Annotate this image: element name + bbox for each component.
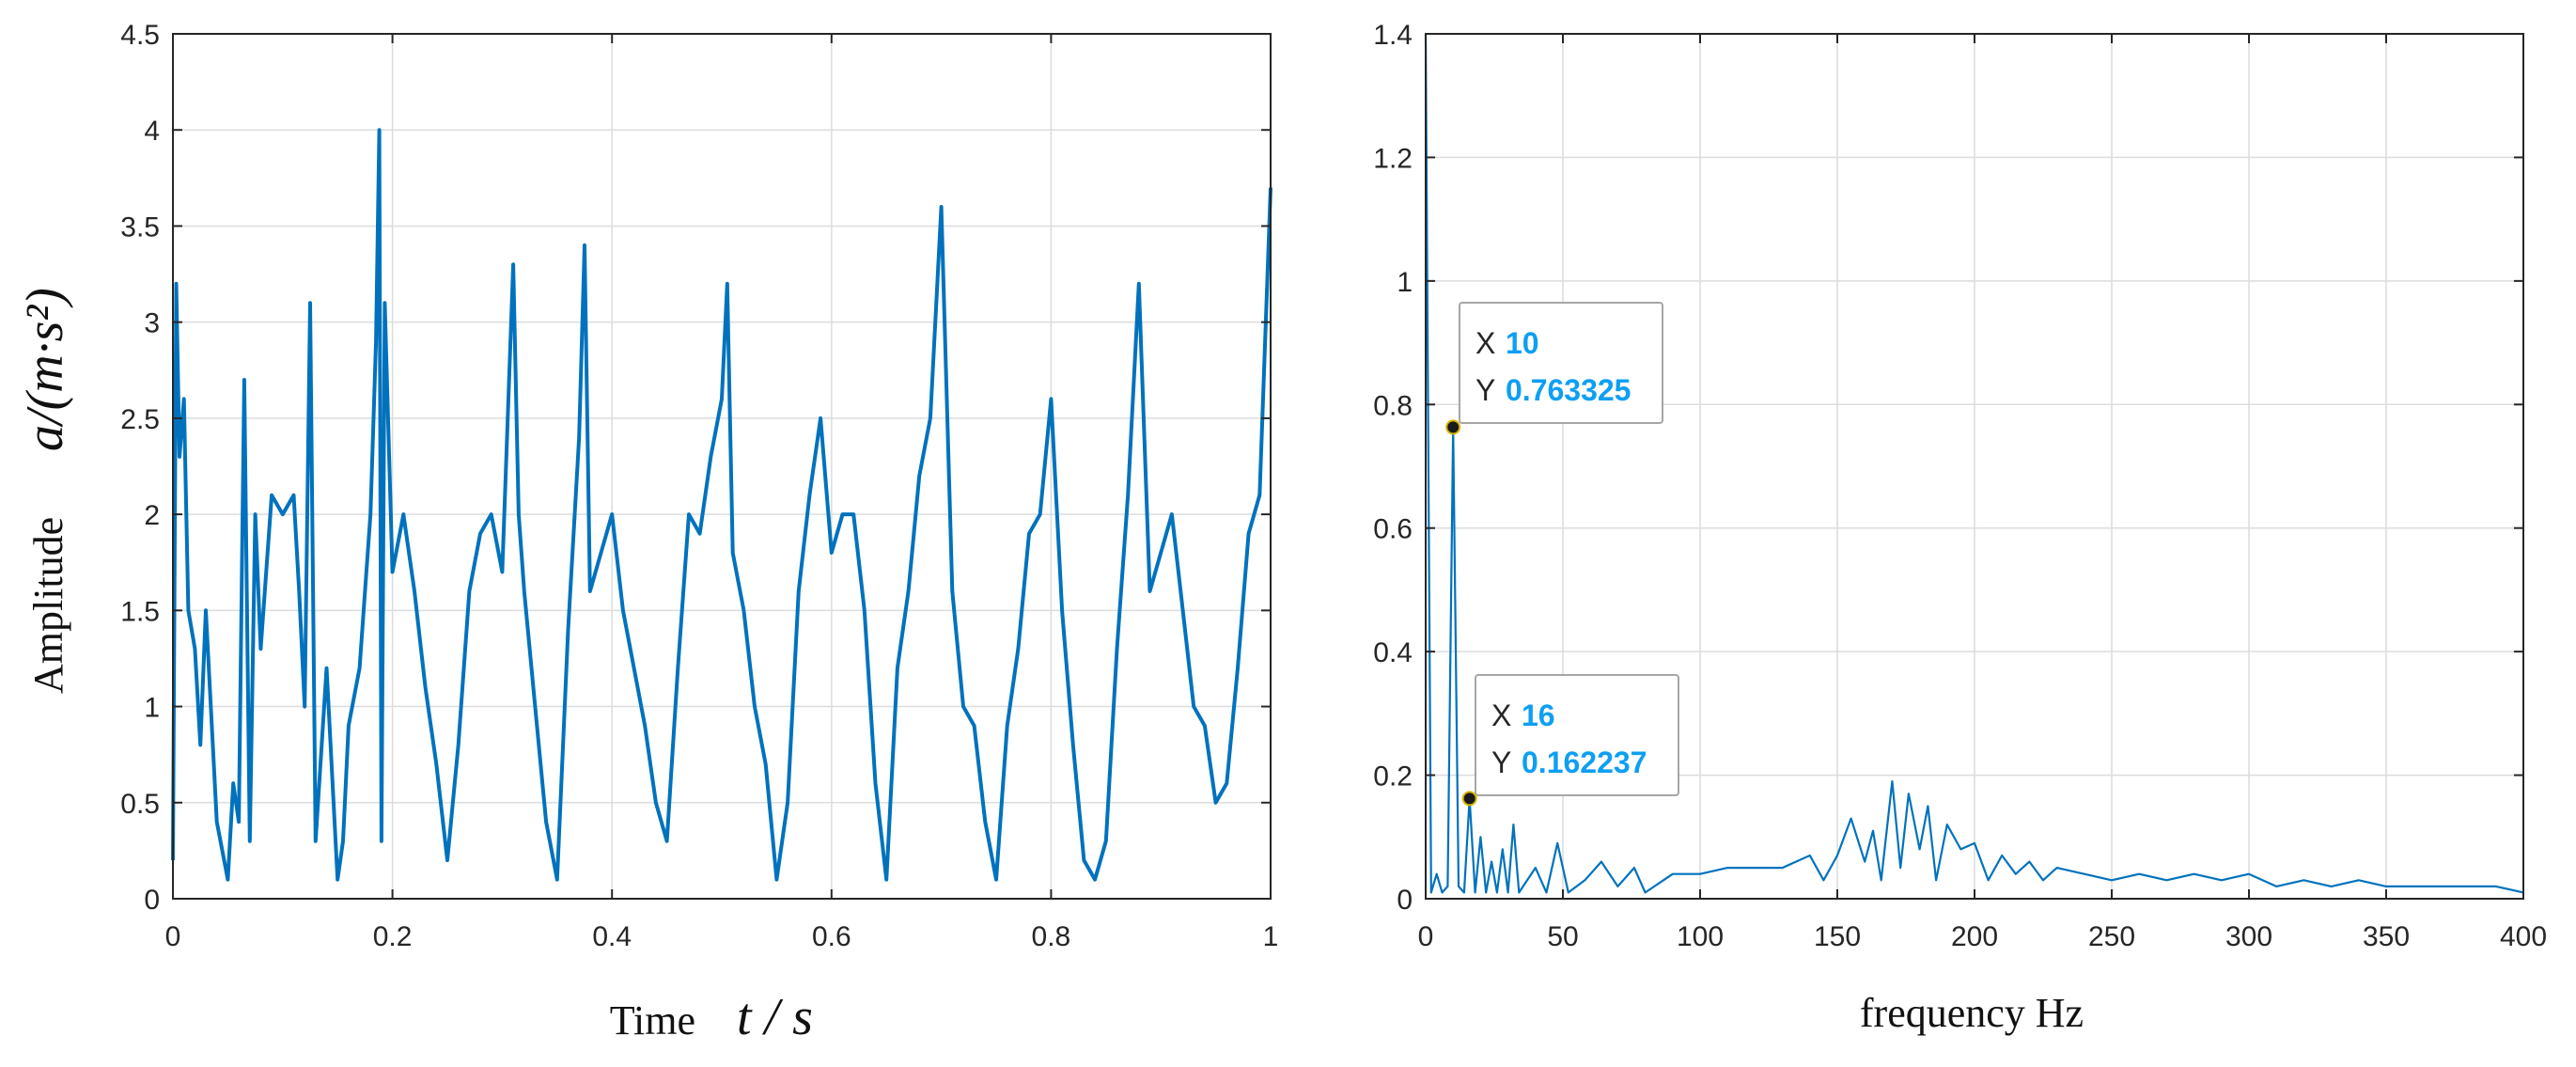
datatip-box [1475,674,1679,796]
time-chart-axes-box [172,33,1272,900]
datatip-y-value: 0.162237 [1522,745,1647,779]
y-tick-label: 1.2 [1373,143,1413,174]
y-tick-label: 3.5 [120,212,160,243]
x-tick-label: 0.2 [373,921,413,952]
x-tick-label: 250 [2088,921,2135,952]
x-tick-label: 400 [2500,921,2547,952]
x-tick-label: 0 [1418,921,1434,952]
y-tick-label: 0.4 [1373,637,1413,668]
datatip-peak-10hz[interactable]: X 10 Y 0.763325 [1445,302,1663,435]
x-tick-label: 200 [1951,921,1998,952]
spectrum-line [1424,33,2524,894]
y-tick-label: 2 [144,500,160,531]
x-tick-label: 0.6 [812,921,851,952]
y-tick-label: 0 [144,885,160,916]
datatip-marker [1445,419,1461,435]
datatip-peak-16hz[interactable]: X 16 Y 0.162237 [1461,674,1679,807]
time-axis-math-label: t / s [737,988,813,1046]
time-axis-label: Time [610,997,695,1043]
datatip-x-key: X [1491,698,1511,732]
x-tick-label: 50 [1547,921,1578,952]
y-tick-label: 4.5 [120,20,160,51]
x-tick-label: 0.8 [1032,921,1071,952]
x-tick-label: 300 [2225,921,2272,952]
y-tick-label: 1.4 [1373,20,1413,51]
time-domain-chart: 0 0.2 0.4 0.6 0.8 1 0 0.5 1 1.5 2 2.5 3 3.5 4 4.5 Time… [16,20,1278,1046]
y-tick-label: 1 [1397,267,1413,298]
datatip-x-value: 10 [1506,326,1539,360]
time-signal-line [171,128,1272,882]
y-tick-label: 0.2 [1373,761,1413,792]
y-tick-label: 0 [1397,885,1413,916]
amplitude-axis-label-group: Amplitude [25,517,71,694]
y-tick-label: 0.8 [1373,390,1413,421]
frequency-spectrum-chart: 0 50 100 150 200 250 300 350 400 0 0.2 0.4 0.6 0.8 1 1… [1373,20,2547,1036]
datatip-box [1459,302,1663,424]
y-tick-label: 0.5 [120,789,160,820]
time-chart-x-ticks: 0 0.2 0.4 0.6 0.8 1 [165,34,1279,952]
datatip-x-key: X [1475,326,1495,360]
datatip-y-key: Y [1491,745,1511,779]
x-tick-label: 0 [165,921,181,952]
x-tick-label: 1 [1263,921,1279,952]
spectrum-chart-y-ticks: 0 0.2 0.4 0.6 0.8 1 1.2 1.4 [1373,20,2523,916]
amplitude-axis-label: Amplitude [25,517,71,694]
x-tick-label: 100 [1677,921,1724,952]
frequency-axis-label: frequency Hz [1860,990,2084,1036]
x-tick-label: 150 [1814,921,1861,952]
amplitude-unit-label: a/(m·s²) [16,288,74,451]
x-tick-label: 350 [2363,921,2410,952]
datatip-marker [1461,791,1477,807]
datatip-y-key: Y [1475,373,1495,407]
y-tick-label: 4 [144,116,160,147]
x-tick-label: 0.4 [592,921,632,952]
y-tick-label: 1.5 [120,596,160,627]
spectrum-chart-x-ticks: 0 50 100 150 200 250 300 350 400 [1418,34,2547,952]
datatip-y-value: 0.763325 [1506,373,1631,407]
time-chart-y-ticks: 0 0.5 1 1.5 2 2.5 3 3.5 4 4.5 [120,20,1271,916]
datatip-x-value: 16 [1522,698,1555,732]
y-tick-label: 2.5 [120,404,160,435]
y-tick-label: 0.6 [1373,514,1413,545]
amplitude-unit-label-group: a/(m·s²) [16,288,74,451]
y-tick-label: 3 [144,308,160,339]
y-tick-label: 1 [144,693,160,724]
